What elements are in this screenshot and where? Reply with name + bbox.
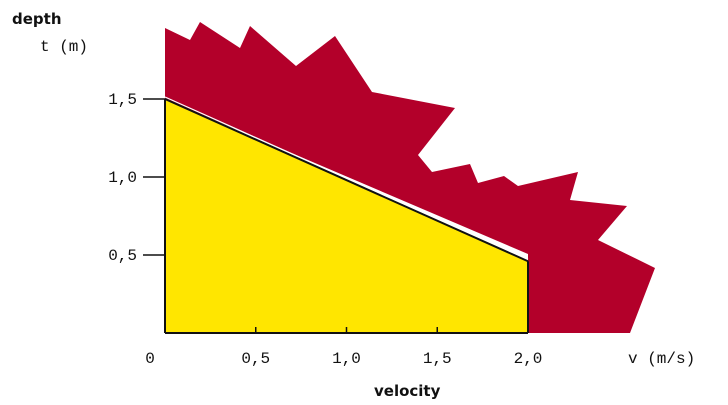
x-tick-label: 1,5 <box>423 350 452 368</box>
x-ticks: 0 0,5 1,0 1,5 2,0 <box>145 327 542 368</box>
x-tick-label: 1,0 <box>332 350 361 368</box>
x-axis-title: velocity <box>374 382 441 400</box>
x-tick-label: 0 <box>145 350 155 368</box>
y-ticks: 0,5 1,0 1,5 <box>108 91 165 265</box>
velocity-profile-line <box>164 98 529 263</box>
x-axis-unit: v (m/s) <box>628 350 695 368</box>
y-axis-unit: t (m) <box>40 38 88 56</box>
y-axis-title: depth <box>12 10 62 28</box>
x-tick-label: 0,5 <box>241 350 270 368</box>
y-tick-label: 1,5 <box>108 91 137 109</box>
x-tick-label: 2,0 <box>514 350 543 368</box>
y-tick-label: 0,5 <box>108 247 137 265</box>
y-tick-label: 1,0 <box>108 169 137 187</box>
yellow-area <box>165 99 528 333</box>
jagged-red-area <box>165 22 655 333</box>
velocity-profile-highlight <box>164 96 529 260</box>
